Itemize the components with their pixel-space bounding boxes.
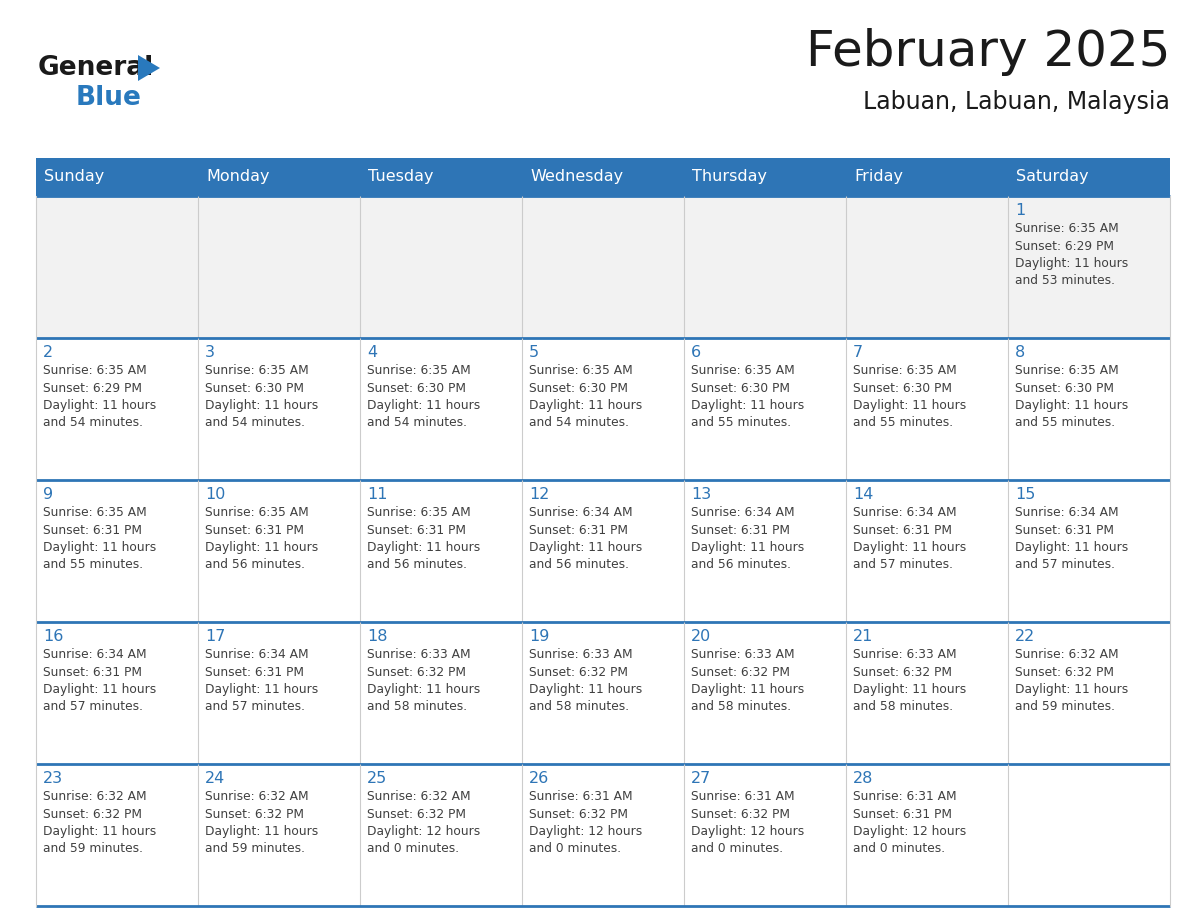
Text: 24: 24: [206, 771, 226, 786]
Text: Sunrise: 6:35 AM
Sunset: 6:30 PM
Daylight: 11 hours
and 55 minutes.: Sunrise: 6:35 AM Sunset: 6:30 PM Dayligh…: [691, 364, 804, 430]
Text: Sunrise: 6:34 AM
Sunset: 6:31 PM
Daylight: 11 hours
and 57 minutes.: Sunrise: 6:34 AM Sunset: 6:31 PM Dayligh…: [853, 506, 966, 572]
Text: Sunrise: 6:31 AM
Sunset: 6:31 PM
Daylight: 12 hours
and 0 minutes.: Sunrise: 6:31 AM Sunset: 6:31 PM Dayligh…: [853, 790, 966, 856]
Text: 25: 25: [367, 771, 387, 786]
Text: 5: 5: [529, 345, 539, 360]
Text: Sunrise: 6:33 AM
Sunset: 6:32 PM
Daylight: 11 hours
and 58 minutes.: Sunrise: 6:33 AM Sunset: 6:32 PM Dayligh…: [529, 648, 643, 713]
Text: 14: 14: [853, 487, 873, 502]
Text: 9: 9: [43, 487, 53, 502]
Text: 23: 23: [43, 771, 63, 786]
Text: Sunday: Sunday: [44, 170, 105, 185]
Text: Sunrise: 6:35 AM
Sunset: 6:31 PM
Daylight: 11 hours
and 56 minutes.: Sunrise: 6:35 AM Sunset: 6:31 PM Dayligh…: [367, 506, 480, 572]
Text: Sunrise: 6:35 AM
Sunset: 6:30 PM
Daylight: 11 hours
and 54 minutes.: Sunrise: 6:35 AM Sunset: 6:30 PM Dayligh…: [367, 364, 480, 430]
Text: Sunrise: 6:34 AM
Sunset: 6:31 PM
Daylight: 11 hours
and 57 minutes.: Sunrise: 6:34 AM Sunset: 6:31 PM Dayligh…: [1015, 506, 1129, 572]
Text: 16: 16: [43, 629, 63, 644]
Text: Sunrise: 6:32 AM
Sunset: 6:32 PM
Daylight: 12 hours
and 0 minutes.: Sunrise: 6:32 AM Sunset: 6:32 PM Dayligh…: [367, 790, 480, 856]
Text: Sunrise: 6:34 AM
Sunset: 6:31 PM
Daylight: 11 hours
and 56 minutes.: Sunrise: 6:34 AM Sunset: 6:31 PM Dayligh…: [529, 506, 643, 572]
Text: 3: 3: [206, 345, 215, 360]
Text: 17: 17: [206, 629, 226, 644]
Text: General: General: [38, 55, 154, 81]
Text: Sunrise: 6:31 AM
Sunset: 6:32 PM
Daylight: 12 hours
and 0 minutes.: Sunrise: 6:31 AM Sunset: 6:32 PM Dayligh…: [529, 790, 643, 856]
Text: 2: 2: [43, 345, 53, 360]
Text: 4: 4: [367, 345, 377, 360]
Text: February 2025: February 2025: [805, 28, 1170, 76]
Text: 13: 13: [691, 487, 712, 502]
Text: Labuan, Labuan, Malaysia: Labuan, Labuan, Malaysia: [864, 90, 1170, 114]
Text: 15: 15: [1015, 487, 1036, 502]
Text: Tuesday: Tuesday: [368, 170, 434, 185]
Text: Sunrise: 6:35 AM
Sunset: 6:29 PM
Daylight: 11 hours
and 53 minutes.: Sunrise: 6:35 AM Sunset: 6:29 PM Dayligh…: [1015, 222, 1129, 287]
Text: Saturday: Saturday: [1016, 170, 1088, 185]
Text: Monday: Monday: [206, 170, 270, 185]
Text: Sunrise: 6:35 AM
Sunset: 6:30 PM
Daylight: 11 hours
and 54 minutes.: Sunrise: 6:35 AM Sunset: 6:30 PM Dayligh…: [206, 364, 318, 430]
Text: Sunrise: 6:35 AM
Sunset: 6:30 PM
Daylight: 11 hours
and 55 minutes.: Sunrise: 6:35 AM Sunset: 6:30 PM Dayligh…: [1015, 364, 1129, 430]
Text: 22: 22: [1015, 629, 1035, 644]
Text: 28: 28: [853, 771, 873, 786]
Text: 11: 11: [367, 487, 387, 502]
Text: Wednesday: Wednesday: [530, 170, 624, 185]
Text: Sunrise: 6:34 AM
Sunset: 6:31 PM
Daylight: 11 hours
and 57 minutes.: Sunrise: 6:34 AM Sunset: 6:31 PM Dayligh…: [206, 648, 318, 713]
Text: 27: 27: [691, 771, 712, 786]
Text: Thursday: Thursday: [691, 170, 767, 185]
Text: 26: 26: [529, 771, 549, 786]
Polygon shape: [138, 55, 160, 81]
Text: Sunrise: 6:34 AM
Sunset: 6:31 PM
Daylight: 11 hours
and 56 minutes.: Sunrise: 6:34 AM Sunset: 6:31 PM Dayligh…: [691, 506, 804, 572]
Text: Sunrise: 6:33 AM
Sunset: 6:32 PM
Daylight: 11 hours
and 58 minutes.: Sunrise: 6:33 AM Sunset: 6:32 PM Dayligh…: [853, 648, 966, 713]
Bar: [36, 196, 1170, 338]
Text: 20: 20: [691, 629, 712, 644]
Text: 8: 8: [1015, 345, 1025, 360]
Text: Sunrise: 6:35 AM
Sunset: 6:31 PM
Daylight: 11 hours
and 55 minutes.: Sunrise: 6:35 AM Sunset: 6:31 PM Dayligh…: [43, 506, 157, 572]
Bar: [36, 158, 1170, 196]
Text: 21: 21: [853, 629, 873, 644]
Text: Sunrise: 6:32 AM
Sunset: 6:32 PM
Daylight: 11 hours
and 59 minutes.: Sunrise: 6:32 AM Sunset: 6:32 PM Dayligh…: [1015, 648, 1129, 713]
Text: Sunrise: 6:33 AM
Sunset: 6:32 PM
Daylight: 11 hours
and 58 minutes.: Sunrise: 6:33 AM Sunset: 6:32 PM Dayligh…: [367, 648, 480, 713]
Text: 7: 7: [853, 345, 864, 360]
Text: Sunrise: 6:35 AM
Sunset: 6:30 PM
Daylight: 11 hours
and 55 minutes.: Sunrise: 6:35 AM Sunset: 6:30 PM Dayligh…: [853, 364, 966, 430]
Text: 18: 18: [367, 629, 387, 644]
Text: 10: 10: [206, 487, 226, 502]
Text: 19: 19: [529, 629, 549, 644]
Text: Sunrise: 6:33 AM
Sunset: 6:32 PM
Daylight: 11 hours
and 58 minutes.: Sunrise: 6:33 AM Sunset: 6:32 PM Dayligh…: [691, 648, 804, 713]
Text: Sunrise: 6:35 AM
Sunset: 6:30 PM
Daylight: 11 hours
and 54 minutes.: Sunrise: 6:35 AM Sunset: 6:30 PM Dayligh…: [529, 364, 643, 430]
Text: Friday: Friday: [854, 170, 903, 185]
Text: 12: 12: [529, 487, 549, 502]
Text: Sunrise: 6:31 AM
Sunset: 6:32 PM
Daylight: 12 hours
and 0 minutes.: Sunrise: 6:31 AM Sunset: 6:32 PM Dayligh…: [691, 790, 804, 856]
Text: Sunrise: 6:35 AM
Sunset: 6:29 PM
Daylight: 11 hours
and 54 minutes.: Sunrise: 6:35 AM Sunset: 6:29 PM Dayligh…: [43, 364, 157, 430]
Text: Sunrise: 6:32 AM
Sunset: 6:32 PM
Daylight: 11 hours
and 59 minutes.: Sunrise: 6:32 AM Sunset: 6:32 PM Dayligh…: [206, 790, 318, 856]
Text: Blue: Blue: [76, 85, 141, 111]
Text: 1: 1: [1015, 203, 1025, 218]
Text: Sunrise: 6:34 AM
Sunset: 6:31 PM
Daylight: 11 hours
and 57 minutes.: Sunrise: 6:34 AM Sunset: 6:31 PM Dayligh…: [43, 648, 157, 713]
Text: Sunrise: 6:35 AM
Sunset: 6:31 PM
Daylight: 11 hours
and 56 minutes.: Sunrise: 6:35 AM Sunset: 6:31 PM Dayligh…: [206, 506, 318, 572]
Text: Sunrise: 6:32 AM
Sunset: 6:32 PM
Daylight: 11 hours
and 59 minutes.: Sunrise: 6:32 AM Sunset: 6:32 PM Dayligh…: [43, 790, 157, 856]
Text: 6: 6: [691, 345, 701, 360]
